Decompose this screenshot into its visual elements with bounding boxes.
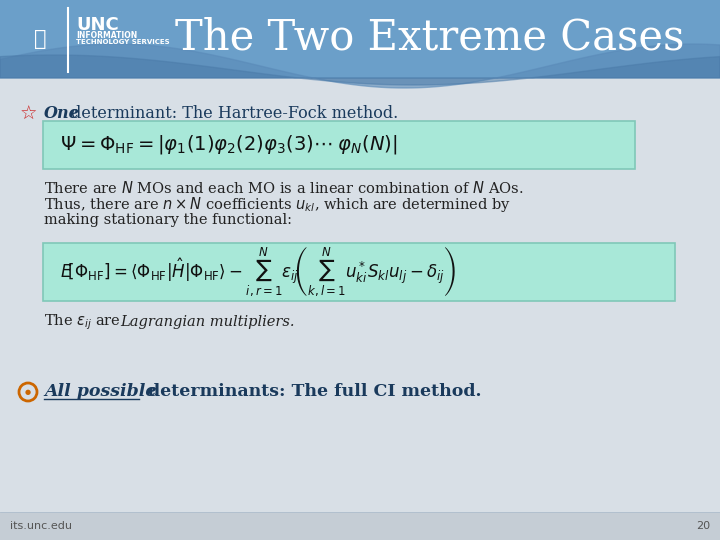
Text: 🏛: 🏛 xyxy=(34,29,46,49)
Text: its.unc.edu: its.unc.edu xyxy=(10,521,72,531)
FancyBboxPatch shape xyxy=(43,121,635,169)
Text: ●: ● xyxy=(25,389,31,395)
Text: ☆: ☆ xyxy=(19,105,37,124)
Text: One: One xyxy=(44,105,80,123)
Bar xyxy=(0,512,720,540)
Text: Thus, there are $n\times N$ coefficients $u_{kl}$, which are determined by: Thus, there are $n\times N$ coefficients… xyxy=(44,194,511,213)
Text: There are $N$ MOs and each MO is a linear combination of $N$ AOs.: There are $N$ MOs and each MO is a linea… xyxy=(44,180,523,196)
Text: making stationary the functional:: making stationary the functional: xyxy=(44,213,292,227)
Text: UNC: UNC xyxy=(76,16,119,34)
Text: The $\varepsilon_{ij}$ are: The $\varepsilon_{ij}$ are xyxy=(44,312,121,332)
Text: determinants: The full CI method.: determinants: The full CI method. xyxy=(142,383,482,401)
Text: The Two Extreme Cases: The Two Extreme Cases xyxy=(175,16,685,58)
Text: $\Psi = \Phi_{\rm HF} = |\varphi_1(1)\varphi_2(2)\varphi_3(3)\cdots\;\varphi_N(N: $\Psi = \Phi_{\rm HF} = |\varphi_1(1)\va… xyxy=(60,133,397,157)
Text: determinant: The Hartree-Fock method.: determinant: The Hartree-Fock method. xyxy=(66,105,398,123)
Text: INFORMATION: INFORMATION xyxy=(76,30,138,39)
Text: All possible: All possible xyxy=(44,383,156,401)
Text: $E\!\left[\Phi_{\rm HF}\right] = \langle\Phi_{\rm HF}|\hat{H}|\Phi_{\rm HF}\rang: $E\!\left[\Phi_{\rm HF}\right] = \langle… xyxy=(60,245,456,299)
Text: TECHNOLOGY SERVICES: TECHNOLOGY SERVICES xyxy=(76,39,170,45)
FancyBboxPatch shape xyxy=(43,243,675,301)
Bar xyxy=(0,0,720,78)
Text: 20: 20 xyxy=(696,521,710,531)
Text: Lagrangian multipliers.: Lagrangian multipliers. xyxy=(120,315,294,329)
